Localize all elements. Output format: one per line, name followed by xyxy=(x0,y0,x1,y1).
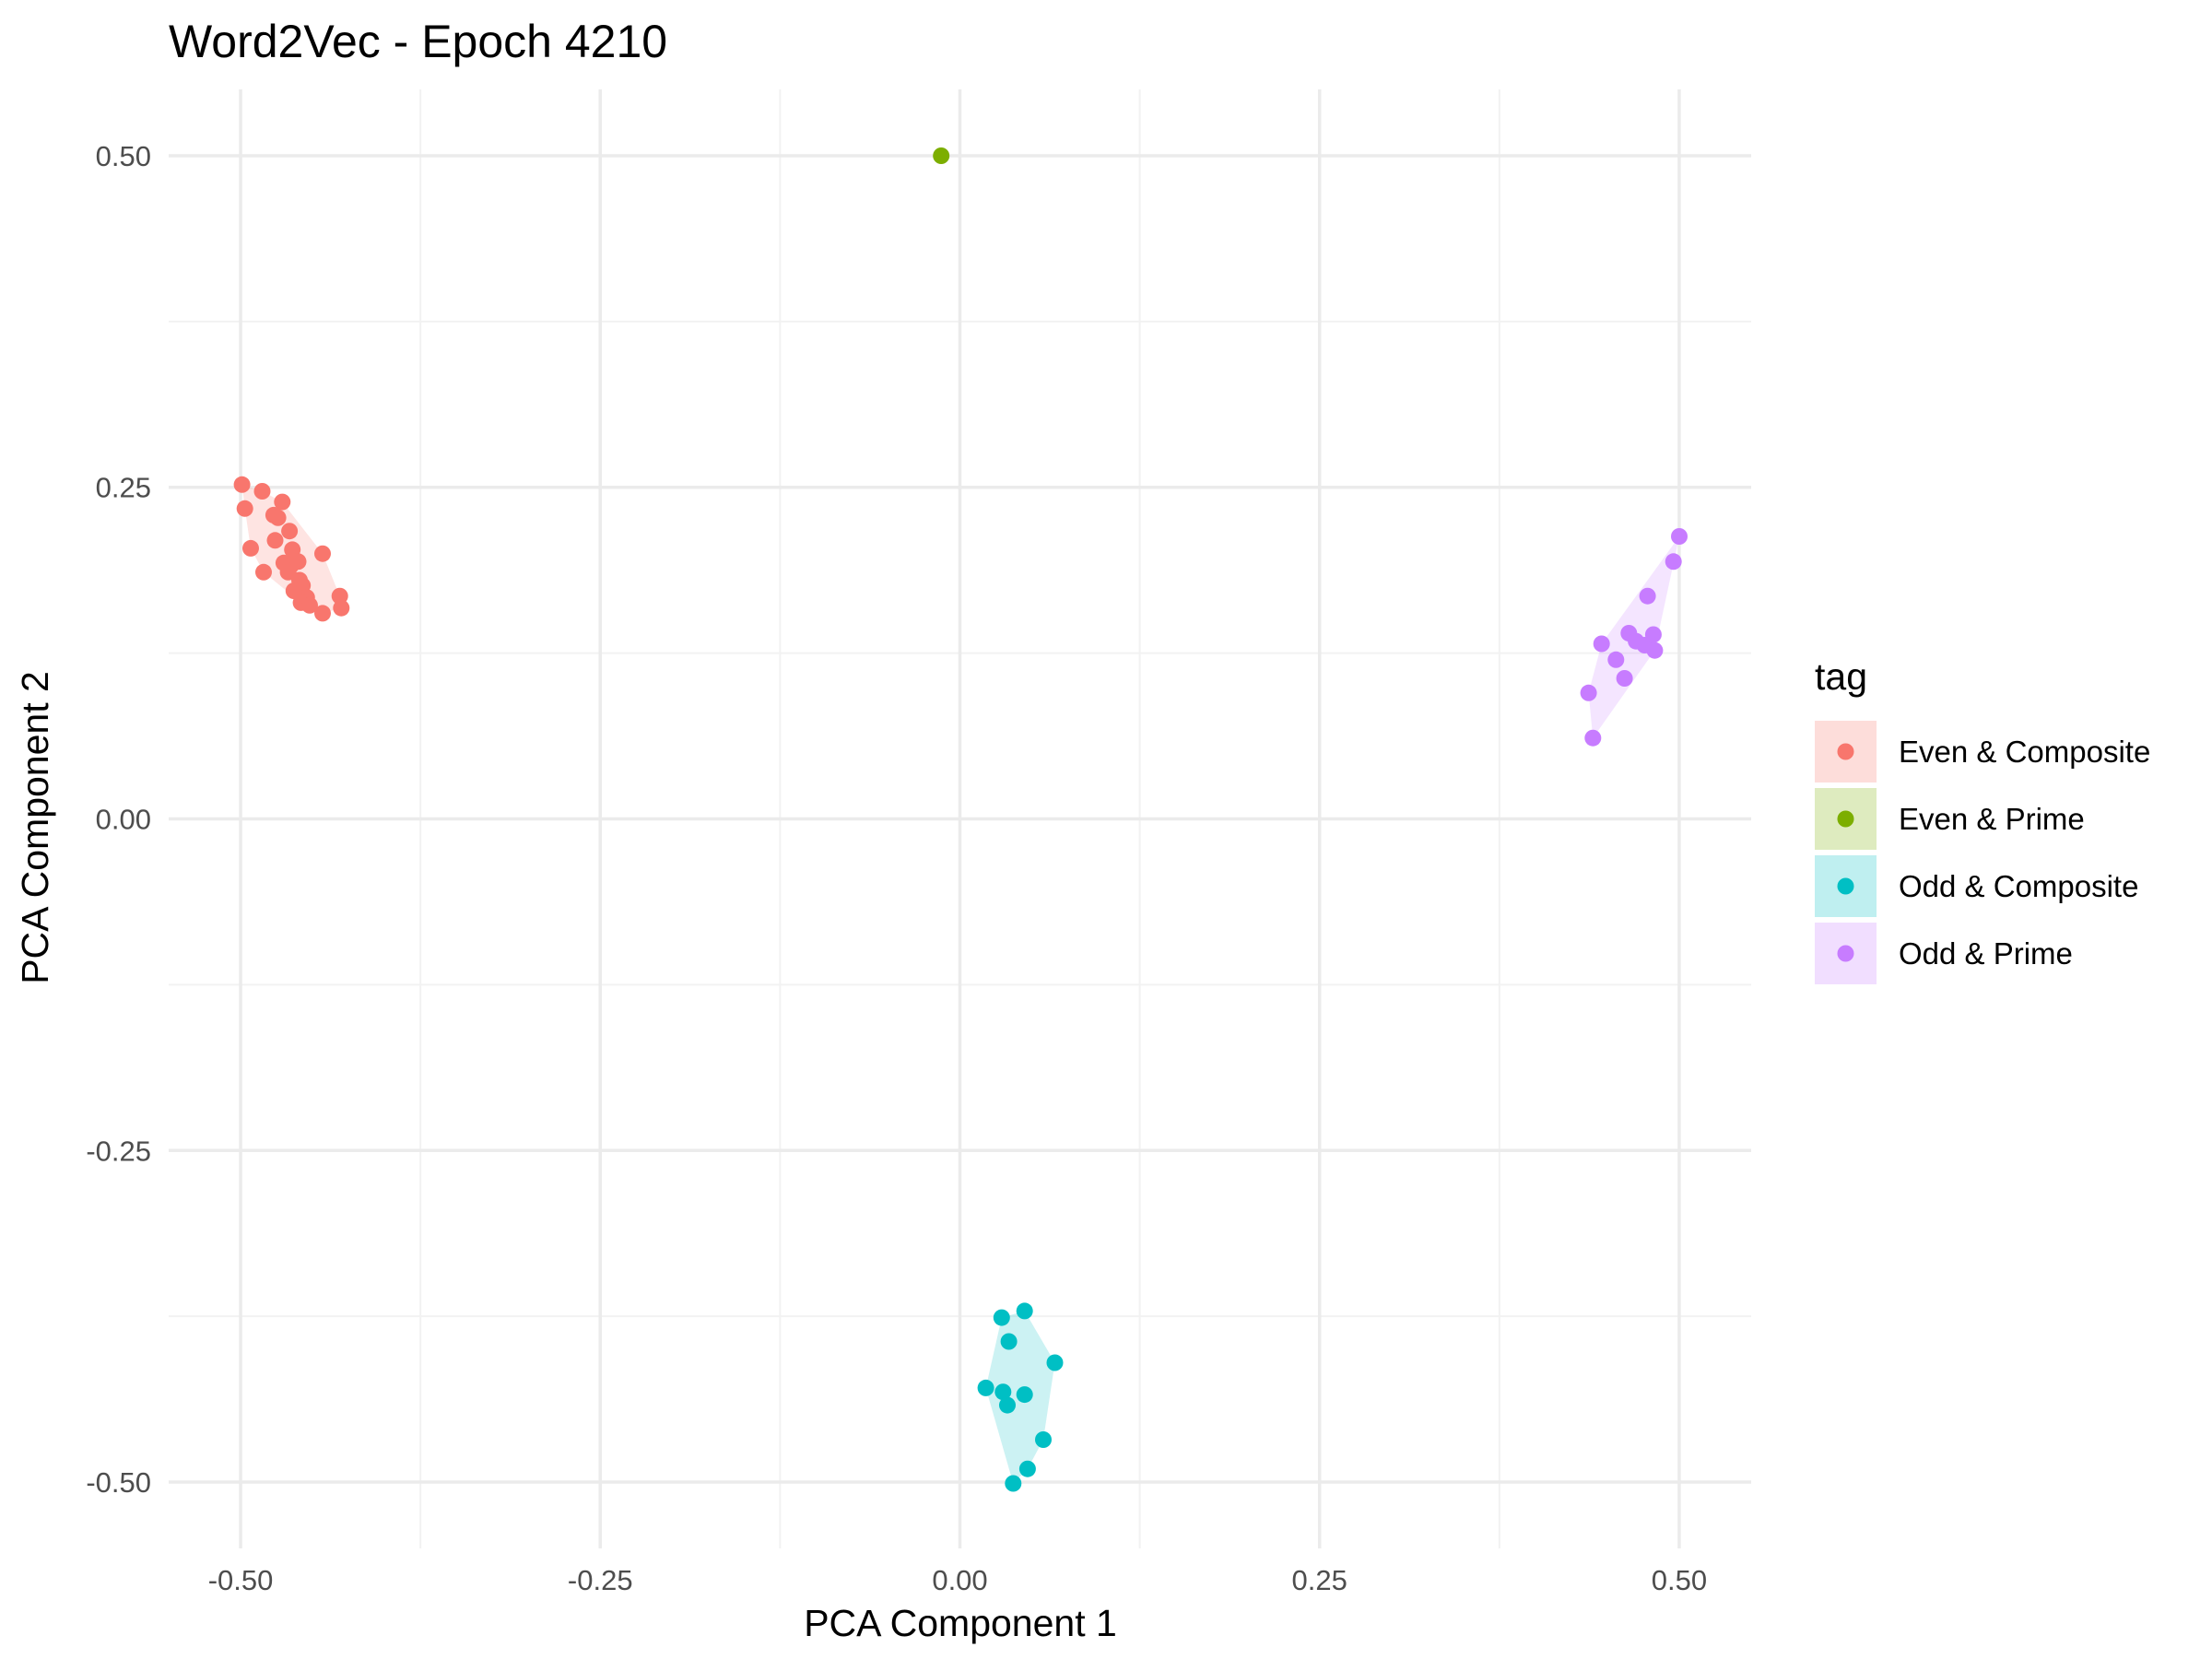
legend-item: Odd & Composite xyxy=(1815,855,2138,917)
major-gridlines xyxy=(169,89,1751,1548)
data-point xyxy=(236,500,253,517)
data-point xyxy=(1018,1460,1036,1477)
data-points xyxy=(233,147,1688,1492)
data-point xyxy=(999,1396,1016,1414)
data-point xyxy=(994,1383,1012,1401)
x-tick-label: 0.50 xyxy=(1652,1564,1707,1596)
legend-key-point xyxy=(1837,945,1854,962)
data-point xyxy=(1035,1431,1052,1448)
data-point xyxy=(274,493,291,511)
legend-key-point xyxy=(1837,877,1854,895)
data-point xyxy=(1584,729,1602,747)
data-point xyxy=(253,483,271,500)
data-point xyxy=(1580,684,1597,701)
data-point xyxy=(1607,651,1625,668)
x-axis-ticks: -0.50 -0.25 0.00 0.25 0.50 xyxy=(208,1564,1707,1596)
data-point xyxy=(289,553,307,571)
data-point xyxy=(993,1309,1010,1326)
data-point xyxy=(242,539,259,557)
legend-title: tag xyxy=(1815,655,1867,698)
data-point xyxy=(1593,635,1610,653)
legend-item: Even & Prime xyxy=(1815,788,2085,850)
data-point xyxy=(1644,626,1662,643)
y-tick-label: 0.00 xyxy=(96,804,151,836)
data-point xyxy=(1671,528,1688,545)
x-axis-title: PCA Component 1 xyxy=(804,1602,1117,1644)
data-point xyxy=(281,523,299,540)
y-tick-label: -0.50 xyxy=(86,1466,151,1499)
data-point xyxy=(1005,1475,1022,1492)
data-point xyxy=(314,605,331,622)
data-point xyxy=(314,545,331,562)
data-point xyxy=(1616,670,1633,687)
legend-items: Even & Composite Even & Prime Odd & Compos… xyxy=(1815,721,2150,984)
data-point xyxy=(333,599,350,617)
legend-label: Even & Prime xyxy=(1899,802,2085,836)
legend-label: Odd & Prime xyxy=(1899,936,2073,971)
chart-title: Word2Vec - Epoch 4210 xyxy=(169,16,667,67)
y-axis-title: PCA Component 2 xyxy=(14,671,56,984)
data-point xyxy=(233,476,251,493)
data-point xyxy=(1016,1386,1033,1404)
data-point xyxy=(255,563,272,581)
x-tick-label: 0.25 xyxy=(1292,1564,1347,1596)
data-point xyxy=(977,1379,994,1396)
data-point xyxy=(1000,1333,1018,1350)
y-tick-label: -0.25 xyxy=(86,1135,151,1167)
legend-label: Even & Composite xyxy=(1899,735,2150,769)
data-point xyxy=(266,532,284,549)
data-point xyxy=(1016,1302,1033,1320)
legend-item: Even & Composite xyxy=(1815,721,2150,782)
y-tick-label: 0.50 xyxy=(96,140,151,172)
y-axis-ticks: -0.50 -0.25 0.00 0.25 0.50 xyxy=(86,140,151,1499)
legend-item: Odd & Prime xyxy=(1815,923,2073,984)
y-tick-label: 0.25 xyxy=(96,472,151,504)
data-point xyxy=(1646,641,1664,659)
legend: tag Even & Composite Even & Prime Odd & Co… xyxy=(1815,655,2150,984)
data-point xyxy=(1046,1354,1064,1371)
legend-key-point xyxy=(1837,810,1854,828)
legend-key-point xyxy=(1837,743,1854,760)
x-tick-label: -0.50 xyxy=(208,1564,274,1596)
data-point xyxy=(1665,553,1682,571)
data-point xyxy=(269,509,287,526)
x-tick-label: -0.25 xyxy=(568,1564,633,1596)
data-point xyxy=(933,147,950,164)
x-tick-label: 0.00 xyxy=(932,1564,987,1596)
data-point xyxy=(301,596,318,614)
legend-label: Odd & Composite xyxy=(1899,869,2138,903)
data-point xyxy=(1639,587,1656,605)
